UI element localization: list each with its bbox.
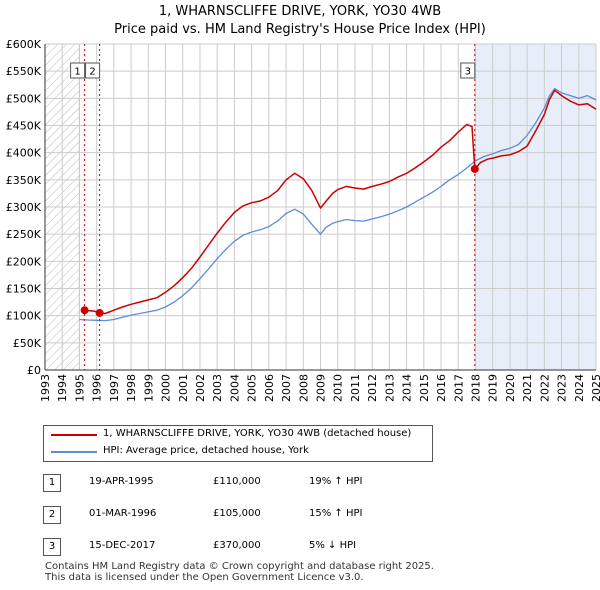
sale-row: 3 15-DEC-2017 £370,000 5% ↓ HPI xyxy=(43,536,563,556)
x-tick-label: 2013 xyxy=(383,374,396,402)
y-tick-label: £550K xyxy=(6,65,42,78)
x-tick-label: 2009 xyxy=(315,374,328,402)
x-tick-label: 2016 xyxy=(435,374,448,402)
sale-point xyxy=(95,308,104,317)
y-tick-label: £250K xyxy=(6,228,42,241)
x-tick-label: 2025 xyxy=(590,374,600,402)
x-tick-label: 2024 xyxy=(573,374,586,402)
x-tick-label: 2008 xyxy=(297,374,310,402)
y-tick-label: £350K xyxy=(6,174,42,187)
chart-title-address: 1, WHARNSCLIFFE DRIVE, YORK, YO30 4WB xyxy=(158,4,442,19)
footer-copyright: Contains HM Land Registry data © Crown c… xyxy=(45,561,434,572)
sale-label-box xyxy=(85,62,101,79)
sale-row: 1 19-APR-1995 £110,000 19% ↑ HPI xyxy=(43,472,563,492)
sale-price: £105,000 xyxy=(213,508,261,519)
sale-price: £370,000 xyxy=(213,540,261,551)
y-tick-label: £500K xyxy=(6,92,42,105)
series-line-price xyxy=(84,89,597,315)
x-tick-label: 2022 xyxy=(538,374,551,402)
y-tick-label: £600K xyxy=(6,38,42,51)
sale-point xyxy=(80,306,89,315)
footer: Contains HM Land Registry data © Crown c… xyxy=(45,561,434,583)
x-tick-label: 2017 xyxy=(452,374,465,402)
x-tick-label: 2000 xyxy=(160,374,173,402)
legend-item-price: 1, WHARNSCLIFFE DRIVE, YORK, YO30 4WB (d… xyxy=(44,427,432,443)
sale-row: 2 01-MAR-1996 £105,000 15% ↑ HPI xyxy=(43,504,563,524)
footer-licence: This data is licensed under the Open Gov… xyxy=(45,572,364,583)
sale-hpi-diff: 19% ↑ HPI xyxy=(309,476,363,487)
sale-label: 2 xyxy=(89,67,95,78)
sale-label: 3 xyxy=(465,67,471,78)
x-tick-label: 2021 xyxy=(521,374,534,402)
x-tick-label: 2012 xyxy=(366,374,379,402)
legend-label-price: 1, WHARNSCLIFFE DRIVE, YORK, YO30 4WB (d… xyxy=(103,428,412,439)
sale-label: 1 xyxy=(74,67,80,78)
sale-label-box xyxy=(460,62,476,79)
x-tick-label: 2018 xyxy=(469,374,482,402)
legend: 1, WHARNSCLIFFE DRIVE, YORK, YO30 4WB (d… xyxy=(43,425,433,462)
x-tick-label: 2003 xyxy=(211,374,224,402)
x-tick-label: 1997 xyxy=(108,374,121,402)
x-tick-label: 1993 xyxy=(39,374,52,402)
x-tick-label: 1996 xyxy=(91,374,104,402)
sale-date: 15-DEC-2017 xyxy=(89,540,156,551)
y-tick-label: £100K xyxy=(6,310,42,323)
sale-date: 01-MAR-1996 xyxy=(89,508,157,519)
x-tick-label: 2010 xyxy=(332,374,345,402)
x-tick-label: 1994 xyxy=(56,374,69,402)
y-tick-label: £400K xyxy=(6,147,42,160)
x-tick-label: 1995 xyxy=(73,374,86,402)
sale-hpi-diff: 15% ↑ HPI xyxy=(309,508,363,519)
legend-item-hpi: HPI: Average price, detached house, York xyxy=(44,444,432,460)
legend-line-price xyxy=(51,434,97,436)
sale-point xyxy=(470,164,479,173)
legend-label-hpi: HPI: Average price, detached house, York xyxy=(103,445,309,456)
sale-date: 19-APR-1995 xyxy=(89,476,154,487)
y-tick-label: £50K xyxy=(13,337,42,350)
x-tick-label: 2015 xyxy=(418,374,431,402)
x-tick-label: 2023 xyxy=(556,374,569,402)
x-tick-label: 2019 xyxy=(487,374,500,402)
x-tick-label: 2007 xyxy=(280,374,293,402)
x-tick-label: 2004 xyxy=(228,374,241,402)
x-tick-label: 1998 xyxy=(125,374,138,402)
x-tick-label: 2005 xyxy=(246,374,259,402)
x-tick-label: 2011 xyxy=(349,374,362,402)
x-tick-label: 2006 xyxy=(263,374,276,402)
y-tick-label: £150K xyxy=(6,283,42,296)
sale-number: 2 xyxy=(43,506,61,524)
sale-hpi-diff: 5% ↓ HPI xyxy=(309,540,357,551)
y-tick-label: £0 xyxy=(27,364,41,377)
sale-number: 3 xyxy=(43,538,61,556)
sale-price: £110,000 xyxy=(213,476,261,487)
y-tick-label: £200K xyxy=(6,255,42,268)
x-tick-label: 2014 xyxy=(401,374,414,402)
chart-subtitle: Price paid vs. HM Land Registry's House … xyxy=(114,22,486,37)
y-tick-label: £300K xyxy=(6,201,42,214)
legend-line-hpi xyxy=(51,451,97,453)
y-tick-label: £450K xyxy=(6,120,42,133)
x-tick-label: 2001 xyxy=(177,374,190,402)
sale-number: 1 xyxy=(43,474,61,492)
x-tick-label: 2002 xyxy=(194,374,207,402)
series-line-hpi xyxy=(79,87,597,322)
x-tick-label: 1999 xyxy=(142,374,155,402)
x-tick-label: 2020 xyxy=(504,374,517,402)
sale-label-box xyxy=(70,62,86,79)
